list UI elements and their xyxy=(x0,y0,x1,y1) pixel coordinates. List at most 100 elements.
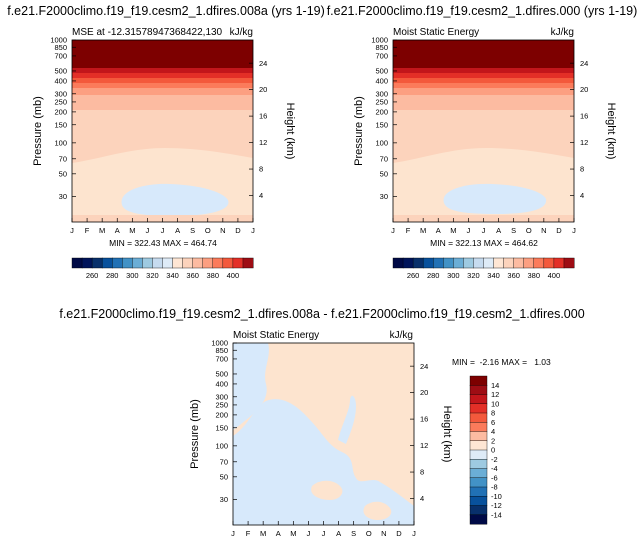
pressure-tick-label: 70 xyxy=(59,154,67,163)
colorbar-swatch xyxy=(443,257,454,269)
month-tick-label: M xyxy=(129,226,135,235)
right-colorbar: 260 280 300 320 340 360 380 400 xyxy=(392,257,575,280)
height-tick-label: 16 xyxy=(580,112,588,121)
pressure-tick-label: 30 xyxy=(380,192,388,201)
right-ylabel-right: Height (km) xyxy=(605,103,617,160)
colorbar-label: 280 xyxy=(106,271,119,280)
month-tick-label: J xyxy=(251,226,255,235)
month-tick-label: J xyxy=(70,226,74,235)
month-tick-label: A xyxy=(175,226,180,235)
height-tick-label: 4 xyxy=(580,191,584,200)
colorbar-swatch xyxy=(192,257,204,269)
height-tick-label: 12 xyxy=(580,138,588,147)
pressure-tick-label: 850 xyxy=(375,43,388,52)
colorbar-swatch xyxy=(493,257,505,269)
colorbar-label: 260 xyxy=(407,271,420,280)
right-plot-area xyxy=(392,39,575,223)
colorbar-swatch xyxy=(162,257,174,269)
colorbar-label: 280 xyxy=(427,271,440,280)
colorbar-swatch xyxy=(112,257,123,269)
colorbar-label: 380 xyxy=(207,271,220,280)
colorbar-swatch xyxy=(122,257,133,269)
diff-ylabel: Pressure (mb) xyxy=(189,399,201,469)
height-tick-label: 20 xyxy=(259,85,267,94)
left-units: kJ/kg xyxy=(230,27,253,38)
month-tick-label: J xyxy=(146,226,150,235)
pressure-tick-label: 250 xyxy=(375,98,388,107)
pressure-tick-label: 1000 xyxy=(211,339,228,348)
right-units: kJ/kg xyxy=(551,27,574,38)
colorbar-swatch xyxy=(469,468,488,479)
diff-patch-peach-2 xyxy=(363,501,392,520)
pressure-tick-label: 250 xyxy=(215,401,228,410)
left-height-axis: 24 20 16 12 8 4 xyxy=(249,59,267,200)
colorbar-swatch xyxy=(469,496,488,507)
height-tick-label: 12 xyxy=(259,138,267,147)
colorbar-label: -2 xyxy=(491,455,498,464)
month-tick-label: J xyxy=(467,226,471,235)
month-tick-label: M xyxy=(260,529,266,538)
month-tick-label: S xyxy=(351,529,356,538)
colorbar-label: -6 xyxy=(491,473,498,482)
left-panel: f.e21.F2000climo.f19_f19.cesm2_1.dfires.… xyxy=(7,4,325,280)
colorbar-label: 360 xyxy=(507,271,520,280)
colorbar-label: 340 xyxy=(487,271,500,280)
colorbar-swatch xyxy=(469,394,488,405)
colorbar-swatch xyxy=(469,459,488,470)
pressure-tick-label: 850 xyxy=(215,346,228,355)
colorbar-swatch xyxy=(433,257,444,269)
pressure-tick-label: 70 xyxy=(220,457,228,466)
colorbar-swatch xyxy=(473,257,485,269)
height-tick-label: 24 xyxy=(259,59,267,68)
pressure-tick-label: 700 xyxy=(215,355,228,364)
colorbar-swatch xyxy=(513,257,525,269)
colorbar-swatch xyxy=(469,477,488,488)
diff-subtitle: Moist Static Energy xyxy=(233,330,319,341)
pressure-tick-label: 250 xyxy=(54,98,67,107)
pressure-tick-label: 200 xyxy=(375,107,388,116)
month-tick-label: O xyxy=(366,529,372,538)
colorbar-label: -10 xyxy=(491,492,502,501)
colorbar-swatch xyxy=(132,257,143,269)
month-tick-label: S xyxy=(190,226,195,235)
month-tick-label: M xyxy=(290,529,296,538)
colorbar-swatch xyxy=(412,257,424,269)
colorbar-swatch xyxy=(422,257,434,269)
month-tick-label: F xyxy=(85,226,90,235)
right-blue-blob xyxy=(443,183,547,214)
month-tick-label: D xyxy=(235,226,241,235)
left-blue-blob xyxy=(121,183,229,216)
height-tick-label: 8 xyxy=(259,165,263,174)
colorbar-swatch xyxy=(523,257,535,269)
colorbar-swatch xyxy=(202,257,214,269)
left-band-4 xyxy=(72,77,253,83)
month-tick-label: F xyxy=(246,529,251,538)
pressure-tick-label: 100 xyxy=(54,138,67,147)
left-title: f.e21.F2000climo.f19_f19.cesm2_1.dfires.… xyxy=(7,4,325,18)
right-band-1 xyxy=(393,94,574,110)
left-subtitle: MSE at -12.31578947368422,130 xyxy=(72,27,223,38)
colorbar-label: 8 xyxy=(491,409,495,418)
colorbar-label: -8 xyxy=(491,483,498,492)
colorbar-swatch xyxy=(242,257,254,269)
height-tick-label: 4 xyxy=(259,191,263,200)
colorbar-label: 380 xyxy=(528,271,541,280)
colorbar-swatch xyxy=(182,257,194,269)
colorbar-label: 260 xyxy=(86,271,99,280)
pressure-tick-label: 850 xyxy=(54,43,67,52)
right-band-3 xyxy=(393,82,574,88)
left-band-7 xyxy=(72,40,253,68)
right-band-6 xyxy=(393,67,574,73)
colorbar-label: 300 xyxy=(447,271,460,280)
pressure-tick-label: 700 xyxy=(54,52,67,61)
colorbar-swatch xyxy=(172,257,184,269)
height-tick-label: 20 xyxy=(580,85,588,94)
colorbar-label: 6 xyxy=(491,418,495,427)
colorbar-label: 10 xyxy=(491,399,499,408)
pressure-tick-label: 70 xyxy=(380,154,388,163)
colorbar-label: 340 xyxy=(166,271,179,280)
